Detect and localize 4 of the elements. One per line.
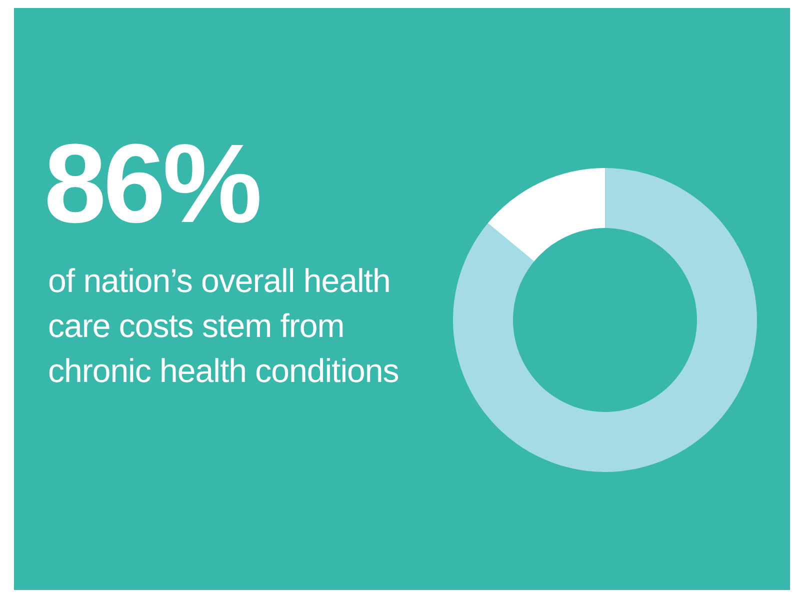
donut-slice (488, 168, 605, 262)
donut-slice (453, 168, 757, 472)
chart-title: 86% (44, 121, 260, 246)
text: of nation’s overall health care costs stem from chronic health conditions (48, 261, 400, 391)
